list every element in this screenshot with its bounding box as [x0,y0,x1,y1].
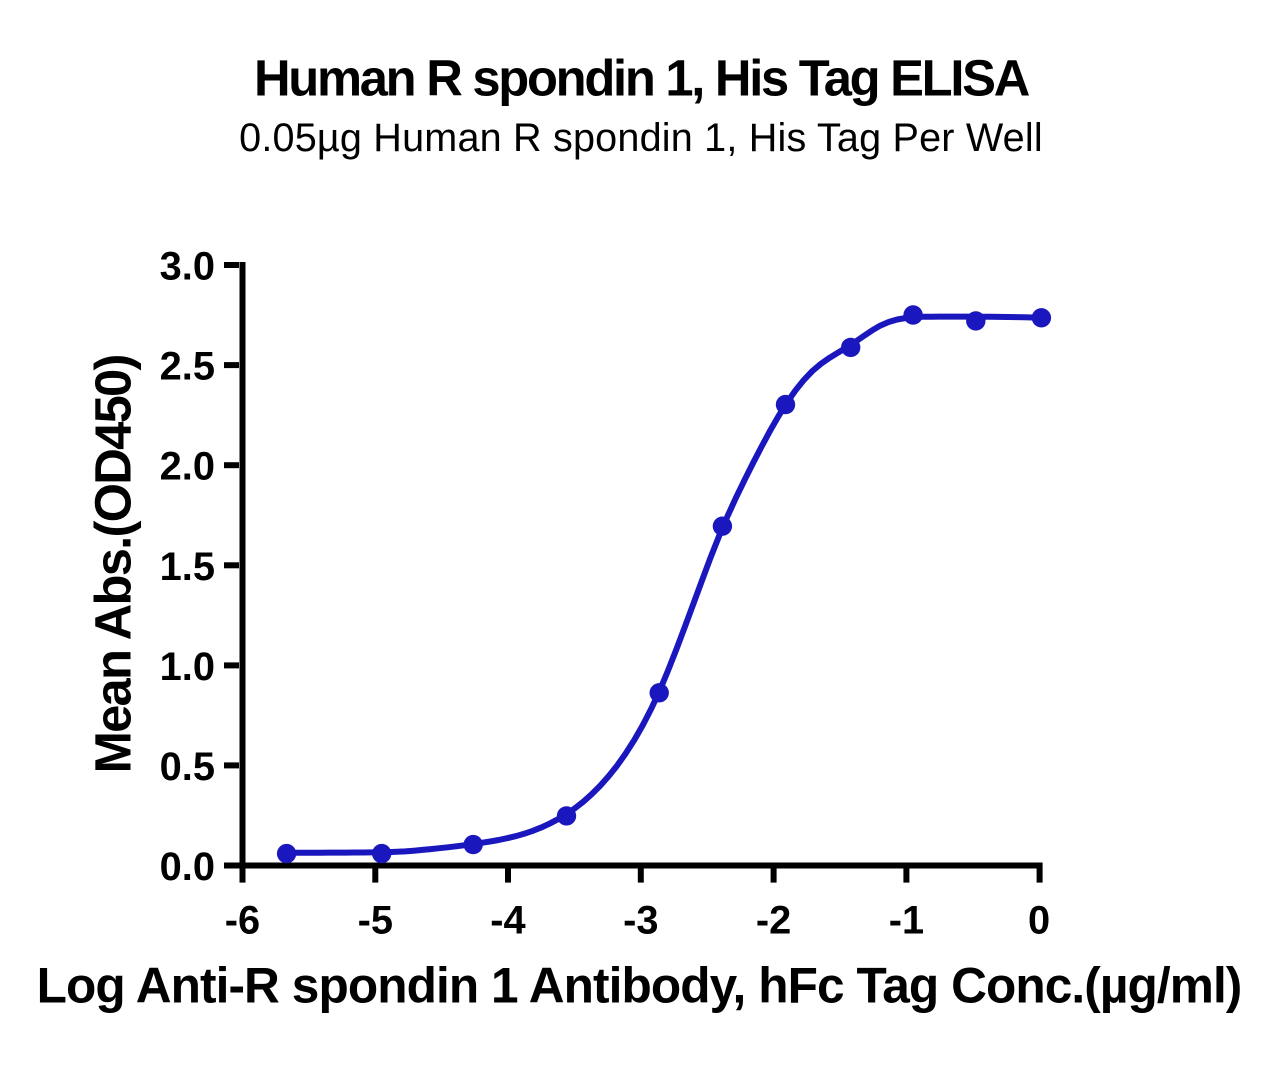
svg-text:0: 0 [1028,898,1050,942]
svg-text:Mean Abs.(OD450): Mean Abs.(OD450) [85,355,142,773]
svg-text:0.0: 0.0 [160,845,215,889]
svg-text:2.5: 2.5 [160,345,215,389]
svg-text:2.0: 2.0 [160,445,215,489]
svg-text:-5: -5 [358,898,393,942]
svg-text:0.05µg Human R spondin 1, His: 0.05µg Human R spondin 1, His Tag Per We… [239,116,1043,160]
svg-text:3.0: 3.0 [160,245,215,289]
svg-text:1.5: 1.5 [160,545,215,589]
svg-text:Human R spondin 1, His Tag ELI: Human R spondin 1, His Tag ELISA [254,50,1030,107]
svg-text:1.0: 1.0 [160,645,215,689]
svg-text:Log Anti-R spondin 1 Antibody,: Log Anti-R spondin 1 Antibody, hFc Tag C… [37,957,1242,1013]
svg-text:-2: -2 [756,898,791,942]
svg-text:-3: -3 [623,898,658,942]
svg-text:-6: -6 [225,898,260,942]
svg-text:0.5: 0.5 [160,745,215,789]
svg-text:-4: -4 [490,898,525,942]
svg-text:-1: -1 [889,898,924,942]
